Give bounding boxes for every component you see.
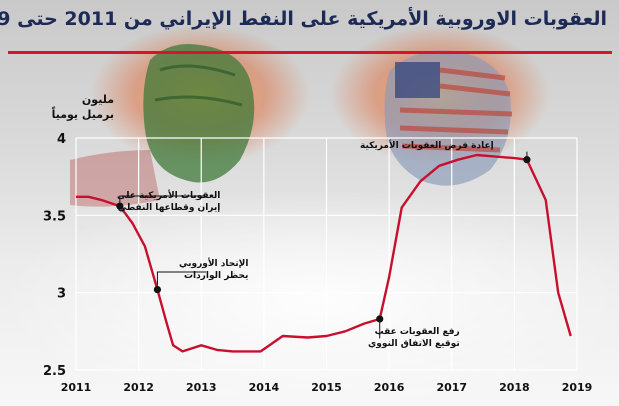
chart-title: العقوبات الاوروبية الأمريكية على النفط ا…	[0, 8, 607, 30]
annotation-leader	[156, 271, 206, 290]
annotation-marker	[116, 202, 124, 210]
annotation-marker	[523, 156, 531, 164]
title-underline	[8, 51, 612, 54]
x-tick-label: 2016	[374, 381, 405, 394]
fist-us-flag-icon	[384, 50, 513, 186]
annotation-line1: الإتحاد الأوروبي	[179, 259, 249, 269]
annotation-label: العقوبات الأمريكية على إيران وقطاعها النف…	[117, 190, 220, 214]
annotation-line1: إعادة فرض العقوبات الأمريكية	[360, 141, 494, 151]
annotation-marker	[153, 285, 162, 294]
annotation-line1: العقوبات الأمريكية على	[117, 191, 221, 201]
annotation-line2: إيران وقطاعها النفطي	[117, 203, 221, 213]
annotation-line2: يحظر الواردات	[183, 271, 249, 281]
y-tick-label: 4	[57, 132, 66, 147]
chart-grid	[75, 137, 578, 371]
annotation-leaders	[119, 151, 528, 339]
y-axis-unit-line2: برميل يومياً	[51, 108, 114, 121]
annotation-line1: رفع العقوبات عقب	[374, 327, 460, 337]
annotation-label: الإتحاد الأوروبي يحظر الواردات	[179, 258, 248, 282]
x-tick-label: 2012	[123, 381, 154, 394]
x-tick-label: 2019	[562, 381, 593, 394]
x-axis-ticks: 2011 2012 2013 2014 2015 2016 2017 2018 2019	[61, 381, 593, 394]
series-line-oil-exports	[76, 153, 572, 353]
annotation-marker	[376, 315, 384, 323]
annotation-line2: توقيع الاتفاق النووي	[368, 339, 460, 349]
x-tick-label: 2015	[311, 381, 342, 394]
annotation-markers	[116, 156, 531, 323]
y-axis-ticks: 2.5 3 3.5 4	[43, 132, 66, 379]
x-tick-label: 2018	[499, 381, 530, 394]
y-tick-label: 2.5	[43, 364, 66, 379]
y-axis-unit-line1: مليون	[81, 93, 114, 106]
x-tick-label: 2014	[249, 381, 280, 394]
y-tick-label: 3	[57, 287, 66, 302]
annotation-label: رفع العقوبات عقب توقيع الاتفاق النووي	[368, 326, 460, 350]
y-tick-label: 3.5	[43, 209, 66, 224]
annotation-label: إعادة فرض العقوبات الأمريكية	[360, 140, 494, 152]
x-tick-label: 2011	[61, 381, 92, 394]
x-tick-label: 2017	[436, 381, 467, 394]
fist-green-flag-icon	[70, 44, 255, 207]
x-tick-label: 2013	[186, 381, 217, 394]
y-axis-unit-label: مليون برميل يومياً	[34, 92, 114, 122]
